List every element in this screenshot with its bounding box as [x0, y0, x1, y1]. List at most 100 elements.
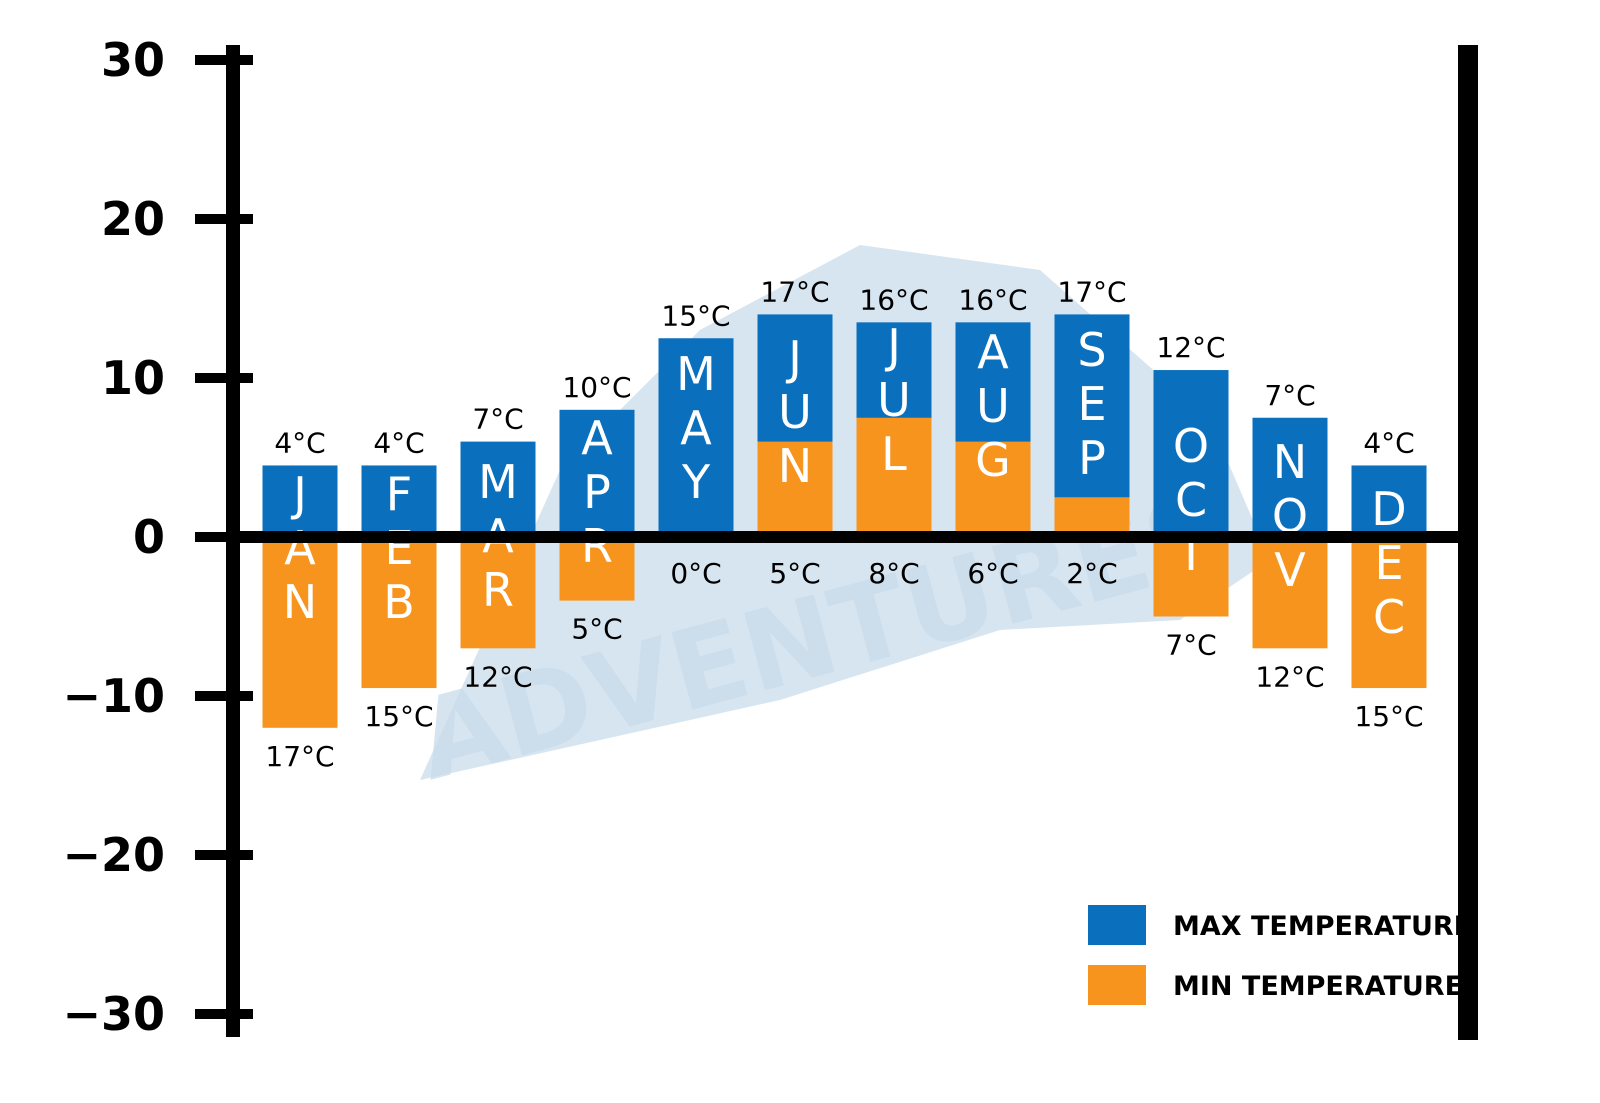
month-letter: U [976, 379, 1010, 433]
month-letter: E [1374, 536, 1403, 590]
min-temp-label: 2°C [1066, 557, 1117, 590]
max-temp-label: 10°C [562, 371, 631, 404]
max-temp-label: 17°C [760, 275, 829, 308]
min-temp-bar [856, 417, 932, 537]
month-letter: V [1274, 543, 1306, 597]
min-temp-bar [559, 537, 635, 601]
month-letter: E [1077, 377, 1106, 431]
min-temp-bar [1252, 537, 1328, 649]
y-tick-label: 10 [101, 351, 165, 405]
month-letter: F [386, 467, 412, 521]
y-tick-label: −10 [62, 669, 165, 723]
max-temp-label: 16°C [859, 283, 928, 316]
axes: 30 20 10 0 −10 −20 −30 [62, 33, 1478, 1041]
month-letter: U [778, 385, 812, 439]
month-letter: P [1078, 431, 1106, 485]
legend: MAX TEMPERATURE MIN TEMPERATURE [1088, 905, 1472, 1005]
min-temp-bar [361, 537, 437, 689]
y-tick-mark [195, 691, 253, 701]
month-letter: N [778, 439, 812, 493]
max-temp-bar [1252, 417, 1328, 537]
month-letter: A [977, 325, 1009, 379]
month-letter: B [383, 575, 415, 629]
y-tick-mark [195, 373, 253, 383]
max-temp-bar [262, 465, 338, 537]
legend-swatch [1088, 965, 1146, 1005]
max-temp-bar [658, 338, 734, 537]
min-temp-bar [955, 441, 1031, 537]
max-temp-label: 12°C [1156, 331, 1225, 364]
max-temp-label: 7°C [472, 403, 523, 436]
month-letter: R [581, 519, 613, 573]
y-tick-label: 30 [101, 33, 165, 87]
month-letter: J [290, 467, 307, 521]
month-letter: D [1371, 482, 1406, 536]
month-letter: J [884, 319, 901, 373]
month-letter: E [384, 521, 413, 575]
min-temp-bar [757, 441, 833, 537]
y-tick-mark [195, 532, 253, 542]
y-tick-label: −20 [62, 828, 165, 882]
min-temp-label: 17°C [265, 740, 334, 773]
month-letter: L [881, 427, 907, 481]
min-temp-label: 6°C [967, 557, 1018, 590]
month-letter: A [581, 411, 613, 465]
y-tick-mark [195, 55, 253, 65]
y-tick-mark [195, 1009, 253, 1019]
month-letter: A [284, 521, 316, 575]
y-tick-label: 20 [101, 192, 165, 246]
month-letter: C [1373, 590, 1405, 644]
max-temp-bar [460, 441, 536, 537]
max-temp-label: 17°C [1057, 275, 1126, 308]
min-temp-label: 5°C [571, 613, 622, 646]
min-temp-label: 8°C [868, 557, 919, 590]
month-letter: M [478, 455, 518, 509]
min-temp-bar [1351, 537, 1427, 689]
min-temp-bar [460, 537, 536, 649]
month-letter: N [1273, 435, 1307, 489]
min-temp-label: 12°C [1255, 660, 1324, 693]
max-temp-label: 4°C [373, 426, 424, 459]
y-tick-mark [195, 214, 253, 224]
max-temp-label: 4°C [1363, 426, 1414, 459]
max-temp-label: 15°C [661, 299, 730, 332]
value-labels: 4°C 17°C 4°C 15°C 7°C 12°C 10°C 5°C 15°C 0°C 17°C 5… [265, 275, 1423, 772]
min-temp-label: 15°C [364, 700, 433, 733]
max-temp-label: 16°C [958, 283, 1027, 316]
month-letters: JANFEBMARAPRMAYJUNJULAUGSEPOCTNOVDEC [283, 319, 1407, 644]
max-temp-label: 4°C [274, 426, 325, 459]
min-temp-label: 5°C [769, 557, 820, 590]
max-temp-bar [361, 465, 437, 537]
month-letter: Y [681, 455, 711, 509]
month-letter: G [975, 433, 1011, 487]
month-letter: U [877, 373, 911, 427]
month-letter: O [1173, 419, 1209, 473]
legend-label: MAX TEMPERATURE [1173, 911, 1472, 942]
max-temp-bar [1153, 370, 1229, 537]
max-temp-bar [1351, 465, 1427, 537]
min-temp-label: 12°C [463, 660, 532, 693]
max-temp-label: 7°C [1264, 379, 1315, 412]
zero-line-layer [232, 531, 1472, 543]
zero-line [232, 531, 1472, 543]
month-letter: M [676, 347, 716, 401]
month-letter: R [482, 563, 514, 617]
max-temp-bar [559, 409, 635, 537]
month-letter: P [583, 465, 611, 519]
min-temp-bar [1054, 497, 1130, 537]
min-temp-label: 0°C [670, 557, 721, 590]
legend-label: MIN TEMPERATURE [1173, 971, 1463, 1002]
month-letter: N [283, 575, 317, 629]
month-letter: A [680, 401, 712, 455]
bars [262, 314, 1427, 728]
min-temp-label: 15°C [1354, 700, 1423, 733]
min-temp-bar [1153, 537, 1229, 617]
month-letter: C [1175, 473, 1207, 527]
y-tick-label: 0 [133, 510, 165, 564]
min-temp-label: 7°C [1165, 629, 1216, 662]
month-letter: J [785, 331, 802, 385]
month-letter: S [1077, 323, 1106, 377]
legend-swatch [1088, 905, 1146, 945]
y-tick-label: −30 [62, 987, 165, 1041]
